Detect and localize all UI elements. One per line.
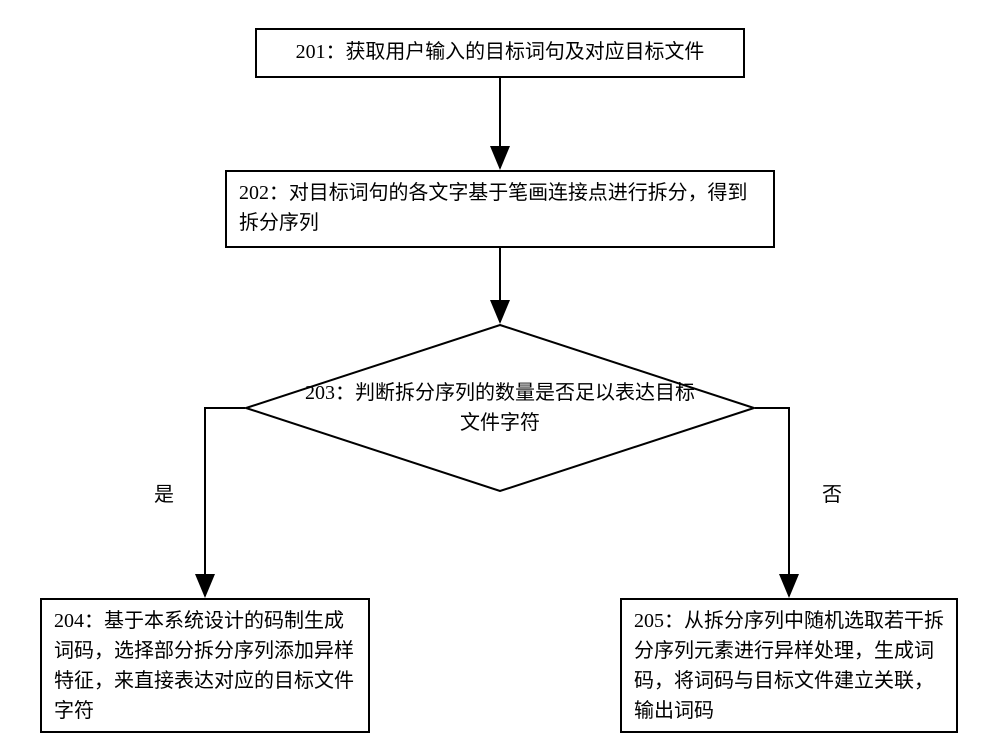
flow-node-205: 205：从拆分序列中随机选取若干拆分序列元素进行异样处理，生成词码，将词码与目标…	[620, 598, 958, 733]
edge-label-no: 否	[820, 478, 844, 507]
flow-node-204-text: 204：基于本系统设计的码制生成词码，选择部分拆分序列添加异样特征，来直接表达对…	[54, 606, 356, 726]
flow-node-202: 202：对目标词句的各文字基于笔画连接点进行拆分，得到拆分序列	[225, 170, 775, 248]
edge-label-yes: 是	[152, 478, 176, 507]
edge-203-205	[755, 408, 789, 596]
flow-node-202-text: 202：对目标词句的各文字基于笔画连接点进行拆分，得到拆分序列	[239, 179, 761, 239]
flow-node-203: 203：判断拆分序列的数量是否足以表达目标文件字符	[245, 324, 755, 492]
flow-node-204: 204：基于本系统设计的码制生成词码，选择部分拆分序列添加异样特征，来直接表达对…	[40, 598, 370, 733]
flow-node-201: 201：获取用户输入的目标词句及对应目标文件	[255, 28, 745, 78]
flow-node-205-text: 205：从拆分序列中随机选取若干拆分序列元素进行异样处理，生成词码，将词码与目标…	[634, 606, 944, 726]
edge-203-204	[205, 408, 245, 596]
flow-node-203-text: 203：判断拆分序列的数量是否足以表达目标文件字符	[245, 378, 755, 438]
flow-node-201-text: 201：获取用户输入的目标词句及对应目标文件	[269, 38, 731, 68]
